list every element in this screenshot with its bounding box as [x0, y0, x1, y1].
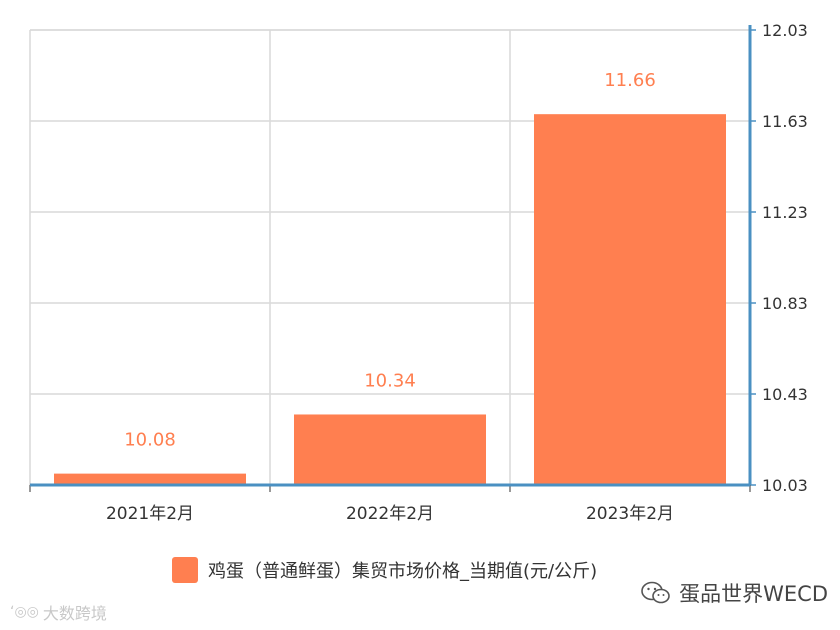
data-label: 10.08: [124, 430, 176, 451]
y-tick-label: 11.23: [762, 203, 808, 222]
bar: [534, 114, 726, 486]
bar: [54, 473, 246, 485]
legend-label: 鸡蛋（普通鲜蛋）集贸市场价格_当期值(元/公斤): [208, 561, 598, 582]
watermark-right: 蛋品世界WECD: [641, 578, 828, 608]
x-tick-label: 2022年2月: [346, 504, 434, 524]
bar: [294, 414, 486, 485]
wechat-icon: [641, 581, 670, 604]
data-label: 11.66: [604, 70, 656, 91]
legend-swatch: [172, 557, 198, 583]
watermark-left-text: 大数跨境: [42, 604, 107, 623]
watermark-left: ʻ◎◎ 大数跨境: [10, 600, 107, 624]
y-tick-label: 10.03: [762, 476, 808, 495]
x-tick-label: 2021年2月: [106, 504, 194, 524]
legend[interactable]: 鸡蛋（普通鲜蛋）集贸市场价格_当期值(元/公斤): [172, 556, 597, 584]
y-tick-label: 11.63: [762, 112, 808, 131]
data-label: 10.34: [364, 370, 416, 391]
y-tick-label: 10.83: [762, 294, 808, 313]
y-tick-label: 10.43: [762, 385, 808, 404]
y-tick-label: 12.03: [762, 21, 808, 40]
watermark-right-text: 蛋品世界WECD: [679, 582, 828, 606]
x-tick-label: 2023年2月: [586, 504, 674, 524]
logo-icon: ʻ◎◎: [10, 604, 39, 620]
bar-chart: 12.03 11.63 11.23 10.83 10.43 10.03 10.08 2021年…: [29, 21, 808, 524]
